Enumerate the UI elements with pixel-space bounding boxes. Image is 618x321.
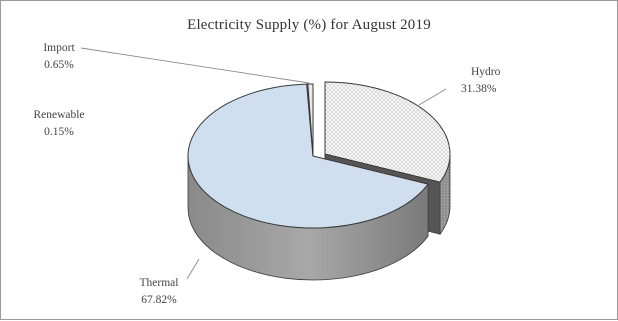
thermal-label-value: 67.82% [141, 294, 177, 306]
import-slice [307, 83, 314, 157]
thermal-leader-line [186, 258, 200, 280]
import-leader-line [80, 47, 310, 84]
import-label-value: 0.65% [44, 59, 74, 71]
chart-title: Electricity Supply (%) for August 2019 [187, 17, 431, 33]
thermal-slice [187, 83, 429, 229]
import-label-name: Import [43, 42, 75, 54]
hydro-label-value: 31.38% [461, 83, 497, 95]
thermal-label-name: Thermal [140, 277, 179, 289]
hydro-leader-line [418, 88, 447, 106]
renewable-label-value: 0.15% [44, 126, 74, 138]
hydro-slice [324, 81, 451, 183]
renewable-label-name: Renewable [33, 109, 84, 121]
hydro-label-name: Hydro [471, 66, 501, 78]
